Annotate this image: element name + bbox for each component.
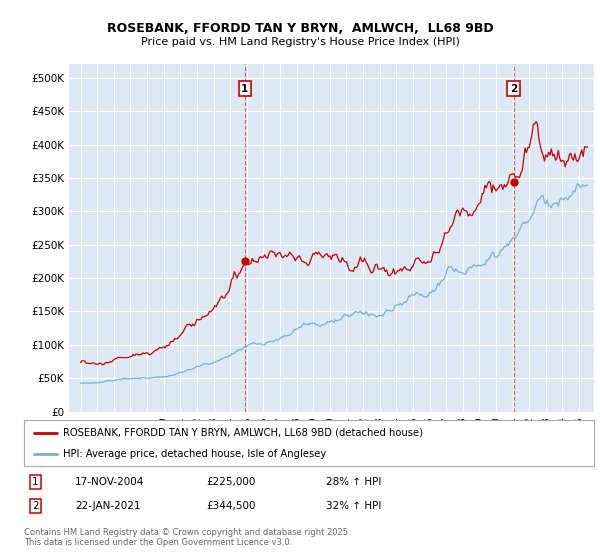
Text: 1: 1 — [32, 477, 39, 487]
Text: 32% ↑ HPI: 32% ↑ HPI — [326, 501, 382, 511]
Text: 28% ↑ HPI: 28% ↑ HPI — [326, 477, 382, 487]
Text: Contains HM Land Registry data © Crown copyright and database right 2025.
This d: Contains HM Land Registry data © Crown c… — [24, 528, 350, 547]
Text: Price paid vs. HM Land Registry's House Price Index (HPI): Price paid vs. HM Land Registry's House … — [140, 37, 460, 47]
Text: HPI: Average price, detached house, Isle of Anglesey: HPI: Average price, detached house, Isle… — [63, 450, 326, 459]
Text: 22-JAN-2021: 22-JAN-2021 — [76, 501, 141, 511]
Text: 1: 1 — [241, 83, 248, 94]
Text: £225,000: £225,000 — [206, 477, 256, 487]
Text: ROSEBANK, FFORDD TAN Y BRYN,  AMLWCH,  LL68 9BD: ROSEBANK, FFORDD TAN Y BRYN, AMLWCH, LL6… — [107, 22, 493, 35]
Text: 17-NOV-2004: 17-NOV-2004 — [76, 477, 145, 487]
Text: 2: 2 — [510, 83, 517, 94]
Text: 2: 2 — [32, 501, 39, 511]
Text: £344,500: £344,500 — [206, 501, 256, 511]
Text: ROSEBANK, FFORDD TAN Y BRYN, AMLWCH, LL68 9BD (detached house): ROSEBANK, FFORDD TAN Y BRYN, AMLWCH, LL6… — [63, 428, 423, 438]
